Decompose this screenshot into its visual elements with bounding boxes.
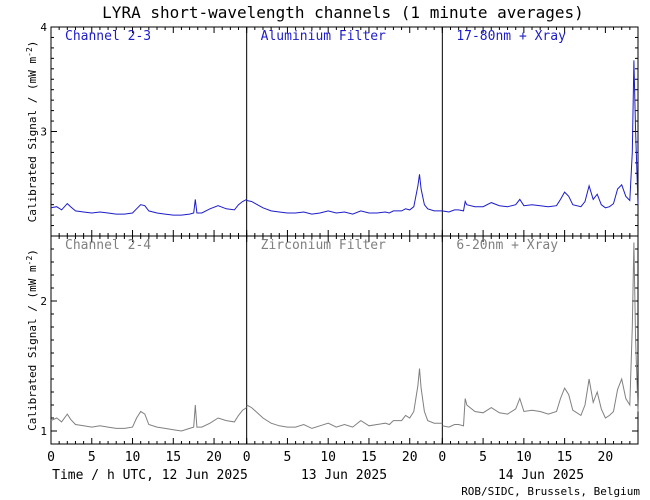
series-line-day-3	[442, 60, 639, 213]
y-tick-label: 2	[40, 295, 47, 308]
series-line-day-1	[50, 198, 247, 216]
x-axis: 0 5 10 15 20 0 5 10 15 20 0 5 10 15 20	[47, 450, 613, 465]
y-axis-label-exponent: -2	[25, 47, 34, 57]
x-tick-label: 5	[284, 450, 292, 465]
day-label-14-jun: 14 Jun 2025	[498, 468, 584, 483]
y-tick-label: 4	[40, 21, 47, 34]
series-line-day-1	[50, 404, 247, 432]
x-tick-label: 20	[402, 450, 418, 465]
y-axis-label-text: Calibrated Signal / (mW m	[26, 56, 39, 222]
credit-label: ROB/SIDC, Brussels, Belgium	[461, 485, 640, 498]
x-tick-label: 0	[243, 450, 251, 465]
day-label-13-jun: 13 Jun 2025	[301, 468, 387, 483]
channel-label: 17-80nm + Xray	[456, 29, 566, 44]
y-axis-label-text: Calibrated Signal / (mW m	[26, 265, 39, 431]
chart-title: LYRA short-wavelength channels (1 minute…	[102, 3, 584, 22]
y-axis-label: Calibrated Signal / (mW m-2)	[25, 41, 39, 223]
panel-frame	[50, 26, 639, 237]
series-line-day-3	[442, 242, 639, 428]
series-line-day-2	[246, 174, 443, 215]
x-tick-label: 15	[361, 450, 377, 465]
x-tick-label: 15	[557, 450, 573, 465]
x-tick-label: 20	[598, 450, 614, 465]
x-tick-label: 5	[479, 450, 487, 465]
series-line-day-2	[246, 368, 443, 429]
x-tick-label: 15	[165, 450, 181, 465]
x-tick-label: 5	[88, 450, 96, 465]
x-tick-label: 10	[320, 450, 336, 465]
y-axis-label-close: )	[26, 249, 39, 256]
y-tick-label: 3	[40, 126, 47, 139]
y-tick-label: 1	[40, 425, 47, 438]
x-tick-label: 10	[125, 450, 141, 465]
x-tick-label: 0	[47, 450, 55, 465]
x-tick-label: 0	[438, 450, 446, 465]
channel-label: Channel 2-3	[65, 29, 151, 44]
channel-label: 6-20nm + Xray	[456, 238, 558, 253]
y-axis-label: Calibrated Signal / (mW m-2)	[25, 249, 39, 431]
x-axis-label: Time / h UTC, 12 Jun 2025	[52, 468, 248, 483]
x-tick-label: 20	[206, 450, 222, 465]
y-axis-label-close: )	[26, 41, 39, 48]
y-axis-label-exponent: -2	[25, 256, 34, 266]
x-tick-label: 10	[516, 450, 532, 465]
channel-label: Aluminium Filter	[261, 29, 386, 44]
panel-frame	[50, 235, 639, 445]
channel-label: Zirconium Filter	[261, 238, 386, 253]
channel-label: Channel 2-4	[65, 238, 151, 253]
